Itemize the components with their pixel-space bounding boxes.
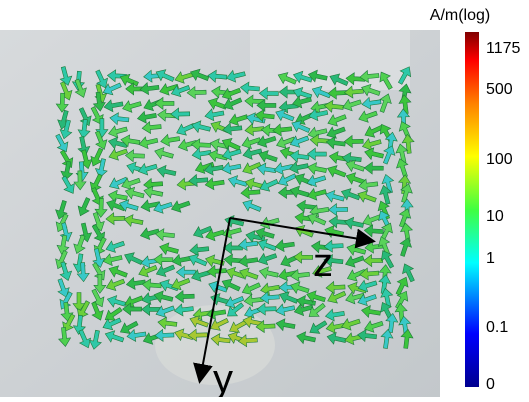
colorbar-title: A/m(log) bbox=[430, 7, 490, 24]
colorbar-label: 1 bbox=[486, 250, 495, 267]
colorbar-label: 0 bbox=[486, 376, 495, 393]
z-axis-label: z bbox=[313, 241, 333, 285]
colorbar-label: 1175 bbox=[486, 40, 521, 57]
colorbar-label: 100 bbox=[486, 151, 513, 168]
colorbar-labels: 1175 500 100 10 1 0.1 0 bbox=[486, 40, 521, 393]
colorbar-label: 500 bbox=[486, 81, 513, 98]
colorbar-label: 0.1 bbox=[486, 319, 508, 336]
field-plot-screenshot: z y A/m(log) 1175 500 100 10 1 0.1 0 bbox=[0, 0, 529, 397]
colorbar-label: 10 bbox=[486, 208, 504, 225]
colorbar bbox=[465, 32, 479, 387]
y-axis-label: y bbox=[213, 357, 233, 397]
